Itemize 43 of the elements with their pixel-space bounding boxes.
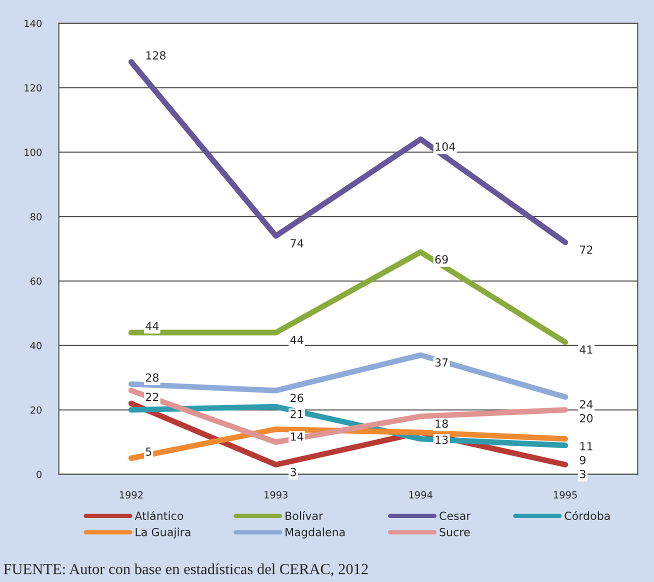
data-label: 104 bbox=[436, 142, 456, 151]
data-label: 21 bbox=[290, 410, 303, 418]
y-tick-label: 20 bbox=[30, 406, 42, 414]
data-label: 11 bbox=[580, 442, 592, 450]
data-label: 41 bbox=[580, 346, 592, 354]
data-label: 37 bbox=[435, 358, 448, 367]
data-label: 26 bbox=[290, 394, 304, 402]
x-tick-label: 1992 bbox=[120, 491, 143, 499]
legend-label: Magdalena bbox=[286, 528, 345, 538]
legend-label: Bolívar bbox=[286, 510, 324, 520]
data-label: 20 bbox=[580, 414, 593, 422]
data-label: 44 bbox=[146, 322, 159, 330]
data-label: 18 bbox=[436, 419, 448, 428]
y-tick-label: 80 bbox=[30, 213, 42, 220]
data-label: 14 bbox=[291, 432, 304, 441]
x-tick-label: 1994 bbox=[409, 491, 432, 499]
y-tick-label: 140 bbox=[24, 20, 42, 28]
data-label: 72 bbox=[580, 246, 592, 254]
y-tick-label: 40 bbox=[30, 342, 42, 350]
data-label: 22 bbox=[146, 392, 158, 401]
data-label: 74 bbox=[290, 239, 304, 248]
legend-label: Cesar bbox=[440, 512, 471, 520]
data-label: 44 bbox=[290, 336, 304, 344]
y-tick-label: 0 bbox=[36, 470, 42, 478]
x-tick-label: 1993 bbox=[264, 491, 288, 499]
legend-label: La Guajira bbox=[136, 528, 190, 538]
data-label: 5 bbox=[146, 448, 152, 456]
data-label: 28 bbox=[146, 373, 158, 382]
data-label: 3 bbox=[580, 470, 586, 478]
x-tick-label: 1995 bbox=[554, 491, 577, 499]
legend-label: Atlántico bbox=[134, 510, 184, 520]
source-note: FUENTE: Autor con base en estadísticas del CERAC, 2012 bbox=[4, 563, 368, 576]
data-label: 3 bbox=[290, 468, 296, 476]
y-tick-label: 60 bbox=[30, 278, 42, 285]
data-label: 69 bbox=[435, 255, 448, 264]
legend-label: Córdoba bbox=[564, 510, 610, 520]
legend-label: Sucre bbox=[440, 528, 470, 536]
data-label: 24 bbox=[580, 400, 593, 408]
data-label: 13 bbox=[436, 436, 448, 444]
data-label: 128 bbox=[146, 51, 166, 60]
data-label: 9 bbox=[580, 456, 586, 464]
y-tick-label: 120 bbox=[24, 84, 42, 92]
y-tick-label: 100 bbox=[24, 148, 42, 156]
